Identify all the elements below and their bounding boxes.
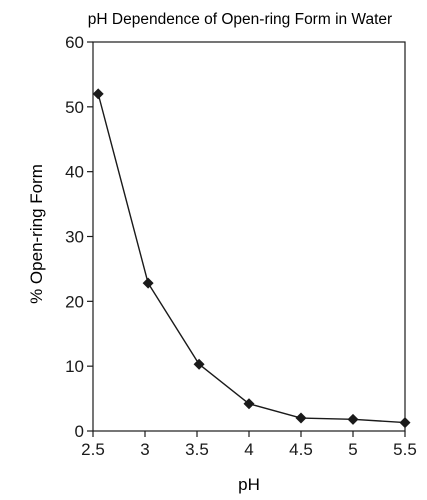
x-tick-label: 3	[140, 440, 149, 459]
y-tick-label: 30	[65, 228, 84, 247]
y-tick-label: 50	[65, 98, 84, 117]
y-tick-label: 40	[65, 163, 84, 182]
data-series	[92, 88, 411, 429]
chart-title: pH Dependence of Open-ring Form in Water	[88, 11, 392, 28]
x-axis-label: pH	[238, 475, 260, 494]
x-axis-ticks: 2.5 3 3.5 4 4.5 5 5.5	[81, 431, 417, 459]
x-tick-label: 5	[348, 440, 357, 459]
y-axis-ticks: 0 10 20 30 40 50 60	[65, 33, 93, 441]
y-tick-label: 0	[75, 422, 84, 441]
x-tick-label: 4.5	[289, 440, 313, 459]
x-tick-label: 5.5	[393, 440, 417, 459]
data-point	[193, 358, 205, 370]
y-tick-label: 60	[65, 33, 84, 52]
x-tick-label: 4	[244, 440, 253, 459]
x-tick-label: 3.5	[185, 440, 209, 459]
data-point	[243, 398, 255, 410]
data-point	[347, 413, 359, 425]
y-axis-label: % Open-ring Form	[27, 164, 46, 304]
data-point	[295, 412, 307, 424]
data-point	[92, 88, 104, 100]
data-point	[142, 277, 154, 289]
series-line	[97, 93, 406, 424]
plot-area-frame	[92, 41, 406, 432]
x-tick-label: 2.5	[81, 440, 105, 459]
y-tick-label: 10	[65, 357, 84, 376]
data-point	[399, 417, 411, 429]
y-tick-label: 20	[65, 292, 84, 311]
